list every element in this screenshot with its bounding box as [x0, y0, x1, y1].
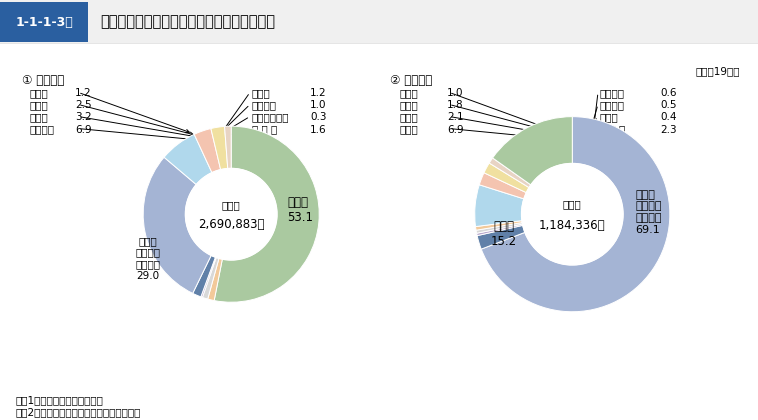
Bar [0, 2, 88, 42]
Text: 詐　欺: 詐 欺 [400, 88, 418, 98]
Text: 2　「横領」は，遺失物等横領を含む。: 2 「横領」は，遺失物等横領を含む。 [15, 407, 140, 417]
Text: 窃　盗
53.1: 窃 盗 53.1 [287, 196, 314, 224]
Text: 1.2: 1.2 [75, 88, 92, 98]
Wedge shape [477, 226, 525, 249]
Text: 1.0: 1.0 [310, 100, 327, 110]
Text: 傷　害: 傷 害 [252, 88, 271, 98]
Text: 住居侵入: 住居侵入 [600, 100, 625, 110]
Text: ② 検挙人員: ② 検挙人員 [390, 74, 432, 87]
Text: 6.9: 6.9 [447, 124, 464, 134]
Text: そ の 他: そ の 他 [600, 124, 625, 134]
Wedge shape [477, 224, 523, 236]
Wedge shape [475, 220, 522, 230]
Text: 注　1　警察庁の統計による。: 注 1 警察庁の統計による。 [15, 395, 103, 405]
Text: 1.2: 1.2 [310, 88, 327, 98]
Text: 器物損壊: 器物損壊 [600, 88, 625, 98]
Wedge shape [224, 126, 231, 168]
Text: 6.9: 6.9 [75, 124, 92, 134]
Text: 傷　害: 傷 害 [400, 113, 418, 123]
Circle shape [186, 168, 277, 260]
Text: 器物損壊: 器物損壊 [30, 124, 55, 134]
Wedge shape [194, 129, 221, 173]
Wedge shape [211, 126, 227, 170]
Text: 刑法犯の認知件数・検挙人員の罪名別構成比: 刑法犯の認知件数・検挙人員の罪名別構成比 [100, 15, 275, 29]
Wedge shape [143, 157, 211, 294]
Text: そ の 他: そ の 他 [252, 124, 277, 134]
Wedge shape [215, 126, 319, 302]
Wedge shape [201, 257, 216, 297]
Text: ① 認知件数: ① 認知件数 [22, 74, 64, 87]
Text: 1.6: 1.6 [310, 124, 327, 134]
Wedge shape [484, 163, 529, 193]
Text: 暴　行: 暴 行 [400, 100, 418, 110]
Wedge shape [193, 255, 215, 297]
Wedge shape [476, 223, 522, 233]
Text: 2.1: 2.1 [447, 113, 464, 123]
Text: 総　数: 総 数 [563, 200, 581, 210]
Text: 0.6: 0.6 [660, 88, 676, 98]
Text: 0.4: 0.4 [660, 113, 676, 123]
Wedge shape [493, 117, 572, 185]
Text: 3.2: 3.2 [75, 113, 92, 123]
Text: 強制わいせつ: 強制わいせつ [252, 113, 290, 123]
Text: 総　数: 総 数 [222, 200, 240, 210]
Text: 2.5: 2.5 [75, 100, 92, 110]
Text: 横　領: 横 領 [30, 113, 49, 123]
Text: 0.5: 0.5 [660, 100, 676, 110]
Wedge shape [475, 185, 524, 227]
Wedge shape [481, 117, 670, 312]
Text: 2,690,883件: 2,690,883件 [198, 218, 265, 231]
Text: 0.3: 0.3 [310, 113, 327, 123]
Text: 1,184,336人: 1,184,336人 [539, 219, 606, 232]
Wedge shape [479, 173, 526, 199]
Text: 1-1-1-3図: 1-1-1-3図 [15, 16, 73, 29]
Text: 1.8: 1.8 [447, 100, 464, 110]
Text: 恐　喝: 恐 喝 [600, 113, 619, 123]
Wedge shape [202, 257, 219, 299]
Text: 暴　行: 暴 行 [30, 88, 49, 98]
Text: 横　領: 横 領 [400, 124, 418, 134]
Text: 2.3: 2.3 [660, 124, 677, 134]
Text: 窃　盗
15.2: 窃 盗 15.2 [491, 220, 517, 248]
Text: 住居侵入: 住居侵入 [252, 100, 277, 110]
Circle shape [522, 163, 623, 265]
Text: 自動車
運転過失
致死傷等
69.1: 自動車 運転過失 致死傷等 69.1 [636, 190, 662, 235]
Wedge shape [489, 158, 531, 188]
Wedge shape [208, 258, 222, 301]
Wedge shape [164, 134, 212, 184]
Text: （平成19年）: （平成19年） [696, 66, 740, 76]
Text: 詐　欺: 詐 欺 [30, 100, 49, 110]
Text: 1.0: 1.0 [447, 88, 463, 98]
Text: 自動車
運転過失
致死傷等
29.0: 自動車 運転過失 致死傷等 29.0 [135, 236, 160, 281]
